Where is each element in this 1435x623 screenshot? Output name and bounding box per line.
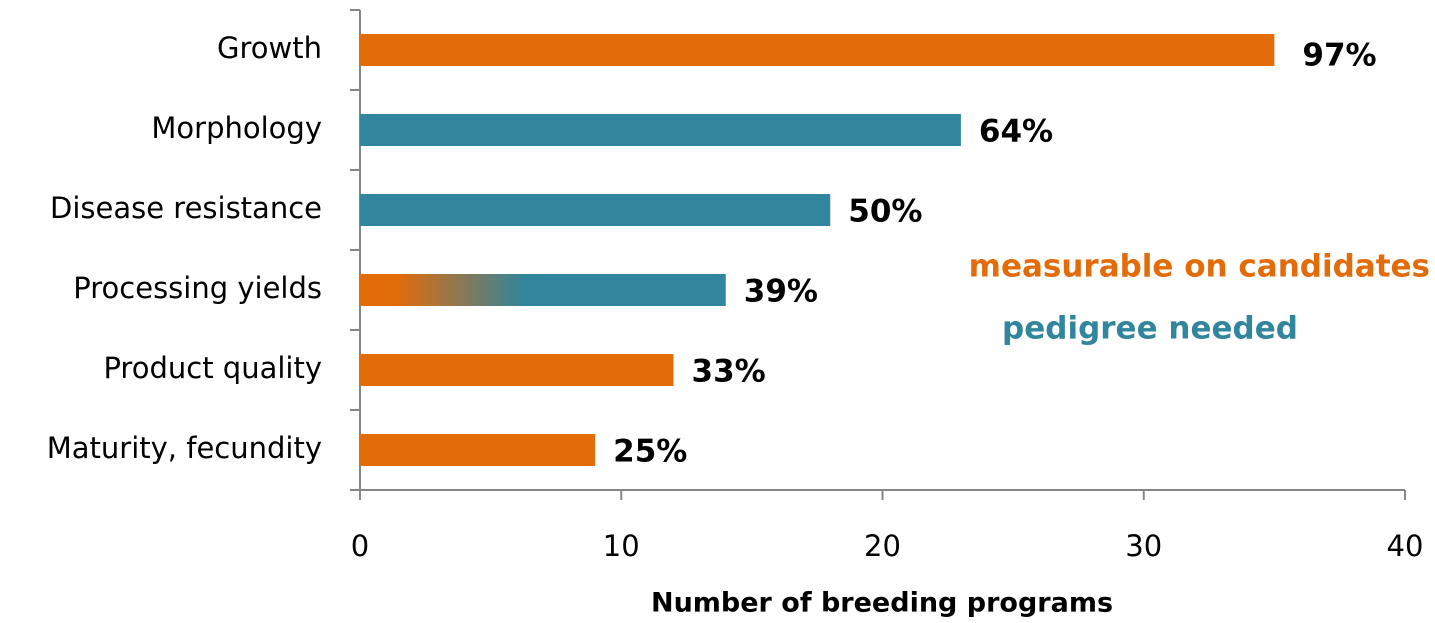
category-label: Disease resistance — [50, 191, 322, 225]
legend-label: measurable on candidates — [969, 249, 1430, 285]
value-label: 97% — [1302, 38, 1376, 74]
bar — [360, 354, 674, 386]
value-label: 39% — [744, 274, 818, 310]
bar — [360, 434, 596, 466]
bar — [360, 194, 831, 226]
bar — [360, 114, 961, 146]
x-tick-label: 20 — [864, 529, 901, 563]
legend-label: pedigree needed — [1002, 311, 1298, 347]
value-label: 33% — [692, 354, 766, 390]
x-tick-label: 10 — [603, 529, 640, 563]
category-label: Product quality — [103, 351, 322, 385]
x-tick-label: 0 — [351, 529, 369, 563]
bar — [360, 34, 1275, 66]
value-label: 64% — [979, 114, 1053, 150]
x-tick-label: 30 — [1125, 529, 1162, 563]
category-label: Morphology — [151, 111, 322, 145]
bar — [360, 274, 726, 306]
x-axis-title: Number of breeding programs — [651, 588, 1113, 619]
category-label: Processing yields — [73, 271, 322, 305]
category-label: Growth — [217, 31, 322, 65]
value-label: 50% — [848, 194, 922, 230]
x-tick-label: 40 — [1387, 529, 1424, 563]
value-label: 25% — [613, 434, 687, 470]
category-label: Maturity, fecundity — [47, 431, 322, 465]
